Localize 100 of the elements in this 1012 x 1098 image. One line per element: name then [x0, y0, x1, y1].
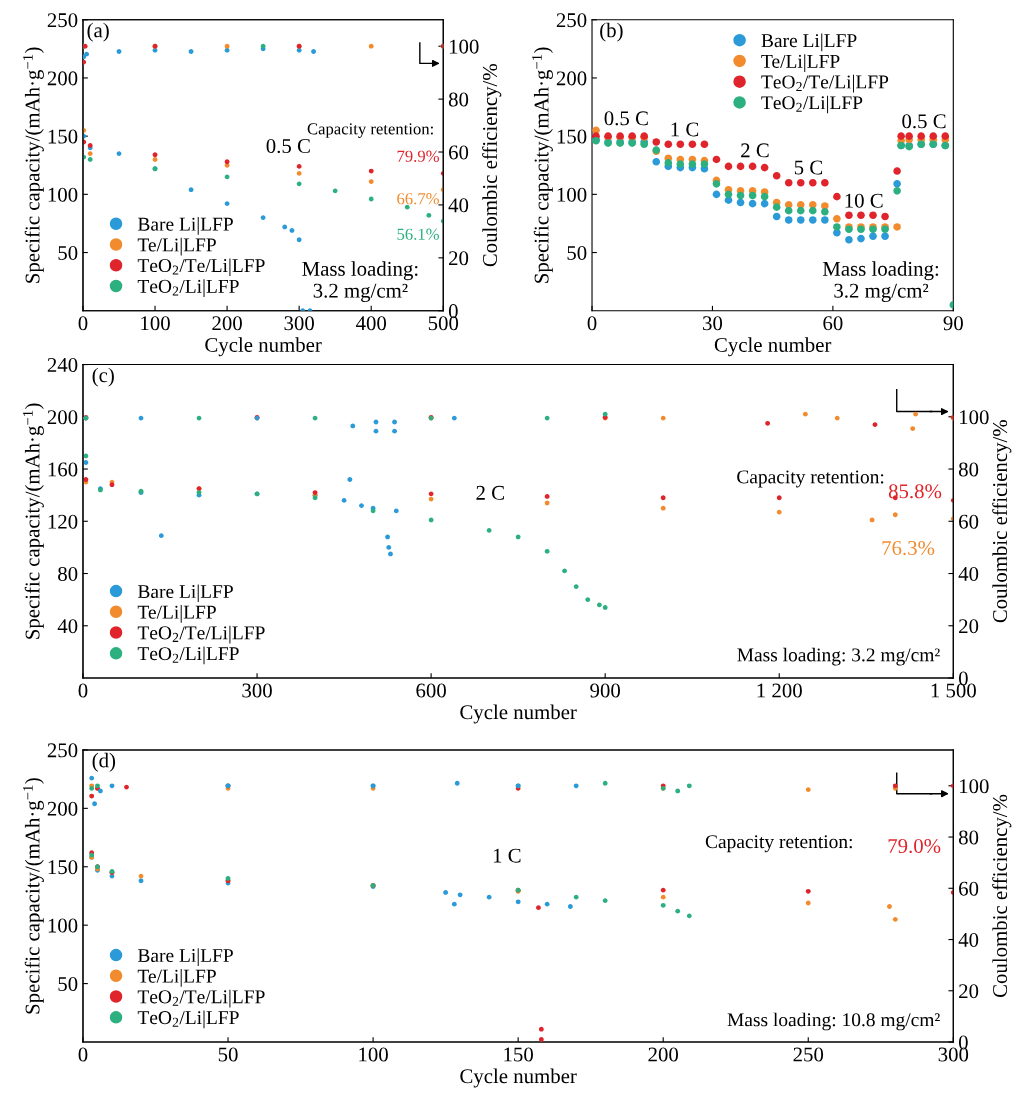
annotation: (d): [92, 752, 116, 772]
x-tick-label: 300: [242, 683, 272, 698]
y-axis-title: Specific capacity/(mAh·g$^{−1}$): [23, 403, 44, 639]
annotation: (c): [92, 367, 114, 387]
annotation: 66.7%: [397, 193, 439, 205]
y-tick-label: 200: [47, 801, 78, 816]
y2-axis-title: Coulombic efficiency/%: [482, 64, 502, 267]
x-tick-label: 60: [823, 316, 843, 331]
annotation: 2 C: [741, 143, 769, 158]
y2-tick-label: 100: [960, 410, 989, 425]
x-tick-label: 100: [141, 316, 170, 331]
y-tick-label: 120: [48, 514, 78, 529]
y-tick-label: 250: [47, 13, 78, 28]
y-tick-label: 100: [48, 187, 78, 202]
y-tick-label: 150: [48, 129, 78, 144]
x-tick-label: 1 200: [757, 683, 802, 698]
annotation: Mass loading: 3.2 mg/cm²: [822, 261, 939, 302]
x-tick-label: 30: [703, 316, 723, 331]
y-tick-label: 200: [556, 71, 587, 86]
x-tick-label: 200: [212, 316, 242, 331]
y2-tick-label: 60: [959, 881, 979, 896]
annotation: 0.5 C: [902, 114, 946, 129]
y2-tick-label: 40: [958, 932, 979, 947]
annotation: 1 C: [671, 122, 699, 137]
x-tick-label: 200: [648, 1047, 679, 1062]
x-tick-label: 300: [284, 316, 314, 331]
legend-label: Te/Li|LFP: [761, 54, 840, 72]
y-tick-label: 100: [557, 187, 587, 202]
x-tick-label: 0: [78, 1047, 88, 1062]
y-tick-label: 50: [58, 976, 78, 992]
annotation: 2 C: [476, 485, 504, 500]
annotation: Mass loading: 10.8 mg/cm²: [727, 1012, 940, 1031]
y2-tick-label: 80: [448, 92, 469, 107]
legend-label: TeO$_{2}$/Te/Li|LFP: [137, 625, 265, 644]
y2-tick-label: 20: [449, 251, 469, 266]
x-tick-label: 50: [218, 1047, 238, 1062]
x-tick-label: 0: [78, 683, 88, 698]
annotation: (b): [600, 22, 623, 42]
legend-label: TeO$_{2}$/Li|LFP: [137, 646, 239, 665]
legend-label: Bare Li|LFP: [761, 33, 857, 52]
x-axis-title: Cycle number: [714, 337, 832, 357]
legend-label: TeO$_{2}$/Te/Li|LFP: [761, 74, 889, 93]
annotation: Mass loading: 3.2 mg/cm²: [737, 647, 940, 666]
y2-tick-label: 60: [449, 145, 469, 160]
y-tick-label: 250: [47, 743, 78, 758]
y-tick-label: 250: [556, 13, 587, 28]
legend-label: Bare Li|LFP: [137, 217, 233, 235]
x-tick-label: 400: [355, 316, 387, 331]
x-tick-label: 900: [590, 683, 621, 698]
legend-label: TeO$_{2}$/Te/Li|LFP: [137, 989, 265, 1008]
y-tick-label: 200: [47, 410, 78, 425]
annotation: 0.5 C: [604, 111, 648, 126]
annotation: 5 C: [794, 160, 823, 175]
y-tick-label: 200: [47, 71, 78, 86]
annotation: (a): [87, 22, 109, 42]
y2-tick-label: 80: [958, 830, 979, 845]
y2-tick-label: 20: [959, 984, 979, 999]
annotation: 79.9%: [397, 150, 439, 162]
y-tick-label: 100: [48, 918, 78, 933]
y2-tick-label: 100: [449, 39, 479, 54]
annotation: 85.8%: [888, 484, 942, 499]
annotation: 1 C: [493, 848, 521, 863]
y2-tick-label: 100: [960, 779, 989, 794]
legend-label: TeO$_{2}$/Li|LFP: [761, 95, 863, 114]
x-axis-title: Cycle number: [205, 337, 322, 357]
legend-label: Bare Li|LFP: [137, 948, 233, 967]
annotation: 0.5 C: [266, 138, 310, 154]
annotation: Capacity retention:: [307, 123, 433, 138]
x-tick-label: 0: [78, 316, 88, 331]
y2-tick-label: 80: [958, 462, 979, 477]
legend-label: TeO$_{2}$/Li|LFP: [137, 279, 239, 297]
y-axis-title: Specific capacity/(mAh·g$^{−1}$): [532, 47, 553, 283]
y2-tick-label: 20: [959, 619, 979, 634]
x-tick-label: 150: [504, 1047, 533, 1062]
legend-label: Bare Li|LFP: [137, 584, 233, 603]
legend-label: Te/Li|LFP: [137, 237, 216, 256]
y-tick-label: 50: [567, 245, 587, 260]
y-tick-label: 40: [57, 619, 78, 634]
x-tick-label: 0: [587, 316, 597, 331]
x-tick-label: 600: [416, 683, 446, 698]
x-axis-title: Cycle number: [460, 704, 577, 724]
legend-label: Te/Li|LFP: [137, 605, 216, 623]
legend-label: TeO$_{2}$/Te/Li|LFP: [137, 258, 265, 277]
annotation: 76.3%: [882, 540, 935, 556]
x-tick-label: 100: [359, 1047, 388, 1062]
y2-axis-title: Coulombic efficiency/%: [992, 794, 1012, 998]
y-tick-label: 160: [48, 462, 78, 477]
y-tick-label: 150: [557, 129, 587, 144]
annotation: 10 C: [845, 193, 883, 208]
y-tick-label: 80: [58, 566, 78, 581]
y2-axis-title: Coulombic efficiency/%: [992, 420, 1012, 623]
legend-label: TeO$_{2}$/Li|LFP: [137, 1010, 239, 1029]
y2-tick-label: 40: [448, 198, 469, 213]
x-tick-label: 250: [793, 1047, 824, 1062]
y-axis-title: Specific capacity/(mAh·g$^{−1}$): [23, 47, 44, 283]
annotation: 79.0%: [888, 838, 941, 854]
x-tick-label: 90: [943, 316, 963, 331]
y-tick-label: 50: [58, 245, 78, 260]
y2-tick-label: 40: [958, 566, 979, 581]
annotation: Capacity retention:: [737, 470, 884, 488]
